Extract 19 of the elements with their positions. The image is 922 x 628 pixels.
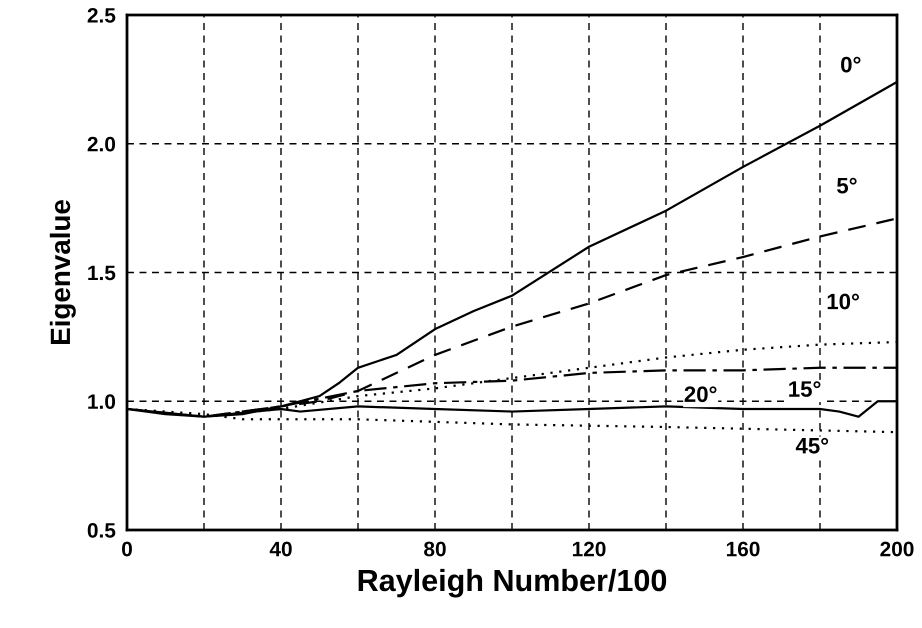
y-tick-label: 1.5 — [88, 266, 116, 280]
y-tick-label: 0.5 — [88, 523, 116, 538]
annotation: 5° — [837, 178, 857, 194]
y-tick-label: 2.5 — [88, 8, 116, 23]
y-tick-label: 1.0 — [88, 394, 116, 410]
annotation: 20° — [684, 386, 716, 402]
x-tick-label: 80 — [424, 542, 446, 556]
x-axis-title: Rayleigh Number/100 — [358, 568, 666, 598]
x-tick-label: 40 — [270, 542, 292, 556]
y-tick-label: 2.0 — [88, 136, 116, 152]
y-axis-title: Eigenvalue — [50, 200, 76, 344]
annotation: 0° — [841, 56, 860, 72]
x-tick-label: 120 — [572, 542, 606, 556]
annotation: 45° — [796, 438, 828, 454]
annotation: 10° — [828, 294, 859, 310]
x-tick-label: 0 — [122, 542, 132, 556]
annotation: 15° — [789, 381, 820, 397]
x-tick-label: 160 — [726, 542, 760, 556]
x-tick-label: 200 — [880, 542, 914, 556]
